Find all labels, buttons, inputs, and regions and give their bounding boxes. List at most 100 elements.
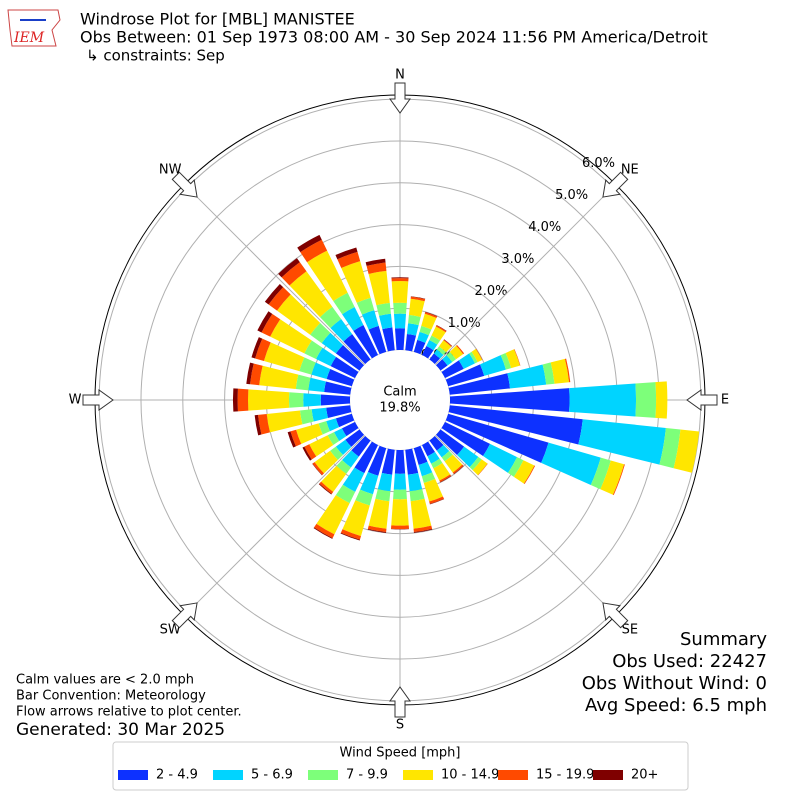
bar-segment bbox=[408, 314, 421, 326]
flow-arrow-shape bbox=[686, 389, 718, 411]
bar-segment bbox=[405, 334, 417, 352]
bar-segment bbox=[391, 525, 409, 530]
bar-segment bbox=[308, 377, 326, 393]
bar-segment bbox=[453, 465, 464, 475]
generated: Generated: 30 Mar 2025 bbox=[16, 720, 225, 740]
bar-segment bbox=[318, 483, 332, 495]
bar-segment bbox=[435, 325, 447, 333]
bar-segment bbox=[309, 435, 334, 457]
bar-segment bbox=[326, 418, 340, 432]
flow-arrow-shape bbox=[389, 686, 411, 718]
bar-segment bbox=[407, 472, 423, 492]
bar-segment bbox=[410, 498, 432, 529]
bar-segment bbox=[448, 373, 511, 395]
bar-segment bbox=[335, 439, 352, 456]
legend-label: 5 - 6.9 bbox=[251, 768, 293, 783]
bar-segment bbox=[433, 462, 451, 481]
bar-segment bbox=[381, 448, 395, 475]
flow-arrow-shape bbox=[602, 602, 629, 629]
bar-segment bbox=[326, 405, 352, 418]
x-tick-label: W bbox=[69, 393, 82, 408]
bar-segment bbox=[448, 405, 583, 445]
bar-segment bbox=[288, 392, 304, 408]
bar-segment bbox=[457, 446, 479, 468]
spoke bbox=[435, 183, 617, 365]
x-tick-label: E bbox=[721, 393, 729, 408]
bar-segment bbox=[419, 325, 432, 336]
bar-segment bbox=[408, 298, 425, 318]
bar-segment bbox=[289, 271, 333, 318]
bar-segment bbox=[334, 428, 347, 442]
bar-segment bbox=[443, 339, 452, 347]
bar-segment bbox=[375, 489, 391, 502]
summary-line: Obs Used: 22427 bbox=[612, 651, 767, 672]
bar-segment bbox=[391, 277, 409, 279]
summary-line: Obs Without Wind: 0 bbox=[582, 673, 767, 694]
flow-arrow bbox=[389, 686, 411, 718]
bar-segment bbox=[277, 294, 321, 335]
bar-segment bbox=[444, 454, 463, 473]
bar-segment bbox=[314, 450, 338, 474]
bar-segment bbox=[268, 287, 291, 311]
bar-segment bbox=[427, 451, 440, 464]
bar-segment bbox=[635, 382, 657, 418]
bar-segment bbox=[446, 351, 457, 363]
bar-segment bbox=[449, 345, 464, 360]
bar-segment bbox=[341, 261, 371, 303]
bar-segment bbox=[300, 239, 328, 263]
bar-segment bbox=[436, 325, 447, 332]
flow-arrow-shape bbox=[602, 171, 629, 198]
bar-segment bbox=[514, 349, 521, 366]
spoke bbox=[183, 435, 365, 617]
flow-arrow-shape bbox=[82, 389, 114, 411]
bar-segment bbox=[425, 311, 438, 317]
bar-segment bbox=[391, 499, 409, 526]
bar-segment bbox=[458, 353, 475, 369]
bar-segment bbox=[250, 363, 263, 386]
calm-circle bbox=[350, 350, 450, 450]
bar-segment bbox=[441, 451, 453, 462]
x-tick-label: SE bbox=[622, 622, 638, 637]
legend-label: 10 - 14.9 bbox=[441, 768, 499, 783]
bar-segment bbox=[475, 348, 483, 360]
bar-segment bbox=[324, 381, 352, 395]
bar-segment bbox=[659, 427, 681, 469]
bar-segment bbox=[263, 342, 305, 372]
bar-segment bbox=[426, 340, 438, 351]
bar-segment bbox=[438, 340, 452, 353]
flow-arrow bbox=[389, 82, 411, 114]
bar-segment bbox=[343, 334, 371, 365]
bar-segment bbox=[418, 461, 433, 477]
bar-segment bbox=[287, 431, 296, 448]
bar-segment bbox=[436, 346, 447, 356]
bar-segment bbox=[590, 457, 611, 490]
bar-segment bbox=[326, 368, 355, 387]
legend-swatch bbox=[213, 770, 243, 780]
flow-arrow bbox=[171, 171, 198, 198]
bar-segment bbox=[321, 465, 347, 492]
bar-segment bbox=[342, 306, 364, 331]
bar-segment bbox=[439, 474, 452, 483]
bar-segment bbox=[550, 358, 570, 384]
x-tick-label: NE bbox=[621, 163, 639, 178]
bar-segment bbox=[507, 457, 524, 477]
bar-segment bbox=[436, 444, 450, 458]
spoke bbox=[183, 183, 365, 365]
bar-segment bbox=[421, 472, 436, 484]
bar-segment bbox=[483, 443, 518, 473]
bar-segment bbox=[393, 489, 407, 500]
bar-segment bbox=[342, 500, 370, 537]
logo-text: IEM bbox=[13, 30, 45, 46]
bar-segment bbox=[441, 360, 464, 379]
legend-swatch bbox=[403, 770, 433, 780]
bar-segment bbox=[361, 310, 379, 330]
bar-segment bbox=[257, 311, 273, 333]
bar-segment bbox=[319, 306, 342, 328]
logo: IEM bbox=[7, 9, 61, 47]
bar-segment bbox=[297, 234, 322, 253]
bar-segment bbox=[330, 446, 343, 460]
bar-segment bbox=[302, 446, 312, 461]
r-tick-label: 6.0% bbox=[582, 156, 615, 171]
footnote: Bar Convention: Meteorology bbox=[16, 689, 206, 704]
legend: 2 - 4.9 5 - 6.9 7 - 9.9 10 - 14.9 15 - 19.9 2… bbox=[118, 768, 658, 783]
